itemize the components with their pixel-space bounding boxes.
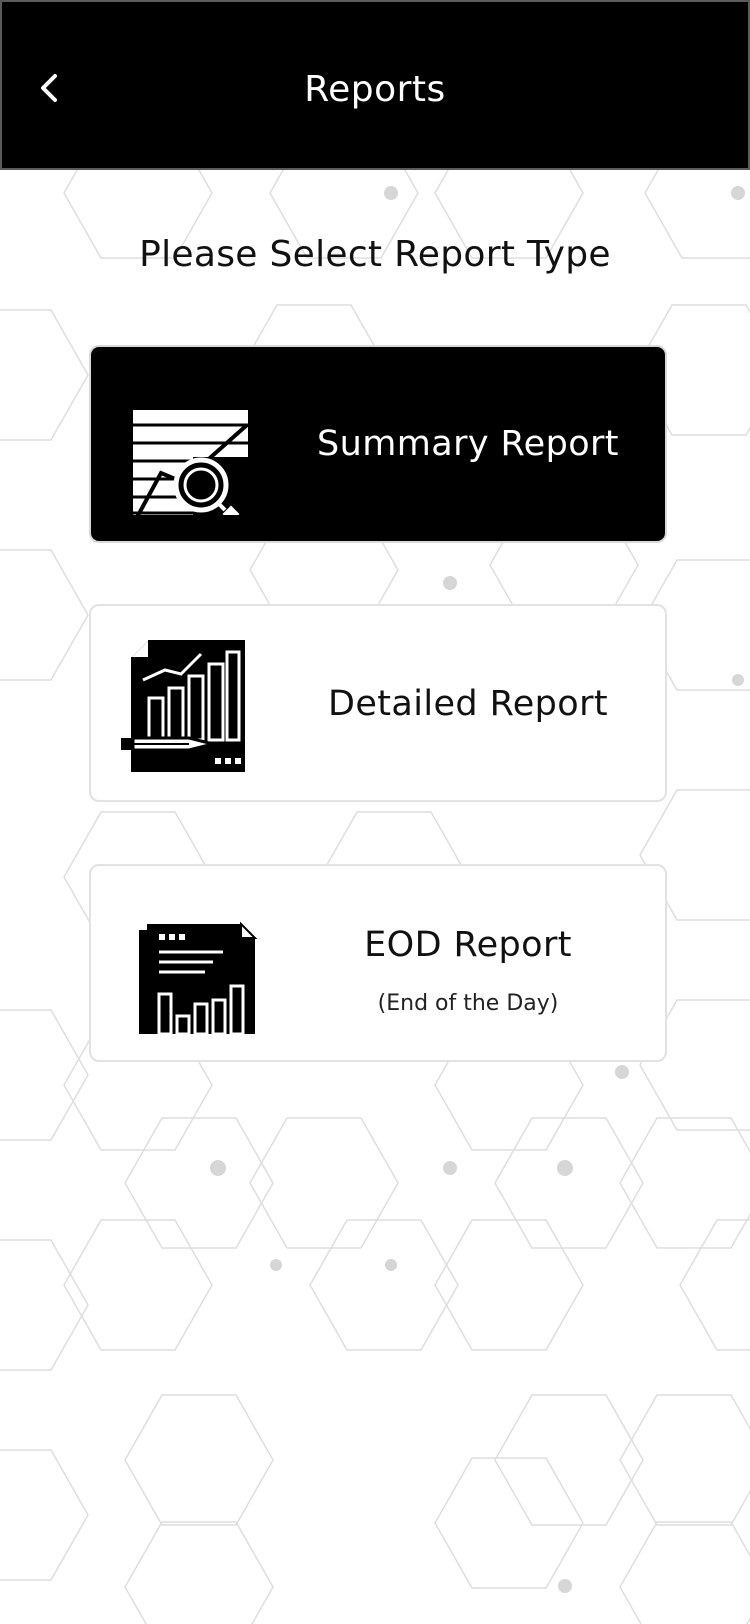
- eod-report-card[interactable]: EOD Report (End of the Day): [89, 864, 667, 1062]
- page-title: Reports: [304, 69, 446, 110]
- back-button[interactable]: [24, 62, 76, 114]
- eod-report-icon: [139, 921, 258, 1034]
- eod-report-subtitle: (End of the Day): [377, 991, 559, 1016]
- summary-report-label: Summary Report: [317, 424, 619, 464]
- detailed-report-label: Detailed Report: [327, 684, 608, 724]
- summary-report-icon: [133, 410, 261, 515]
- chevron-left-icon: [41, 74, 57, 102]
- detailed-report-icon: [121, 640, 245, 772]
- detailed-report-card[interactable]: Detailed Report: [89, 604, 667, 802]
- eod-report-label: EOD Report: [364, 925, 572, 965]
- report-type-heading: Please Select Report Type: [139, 234, 611, 275]
- summary-report-card[interactable]: Summary Report: [89, 345, 667, 543]
- header-bar: Reports: [0, 0, 750, 170]
